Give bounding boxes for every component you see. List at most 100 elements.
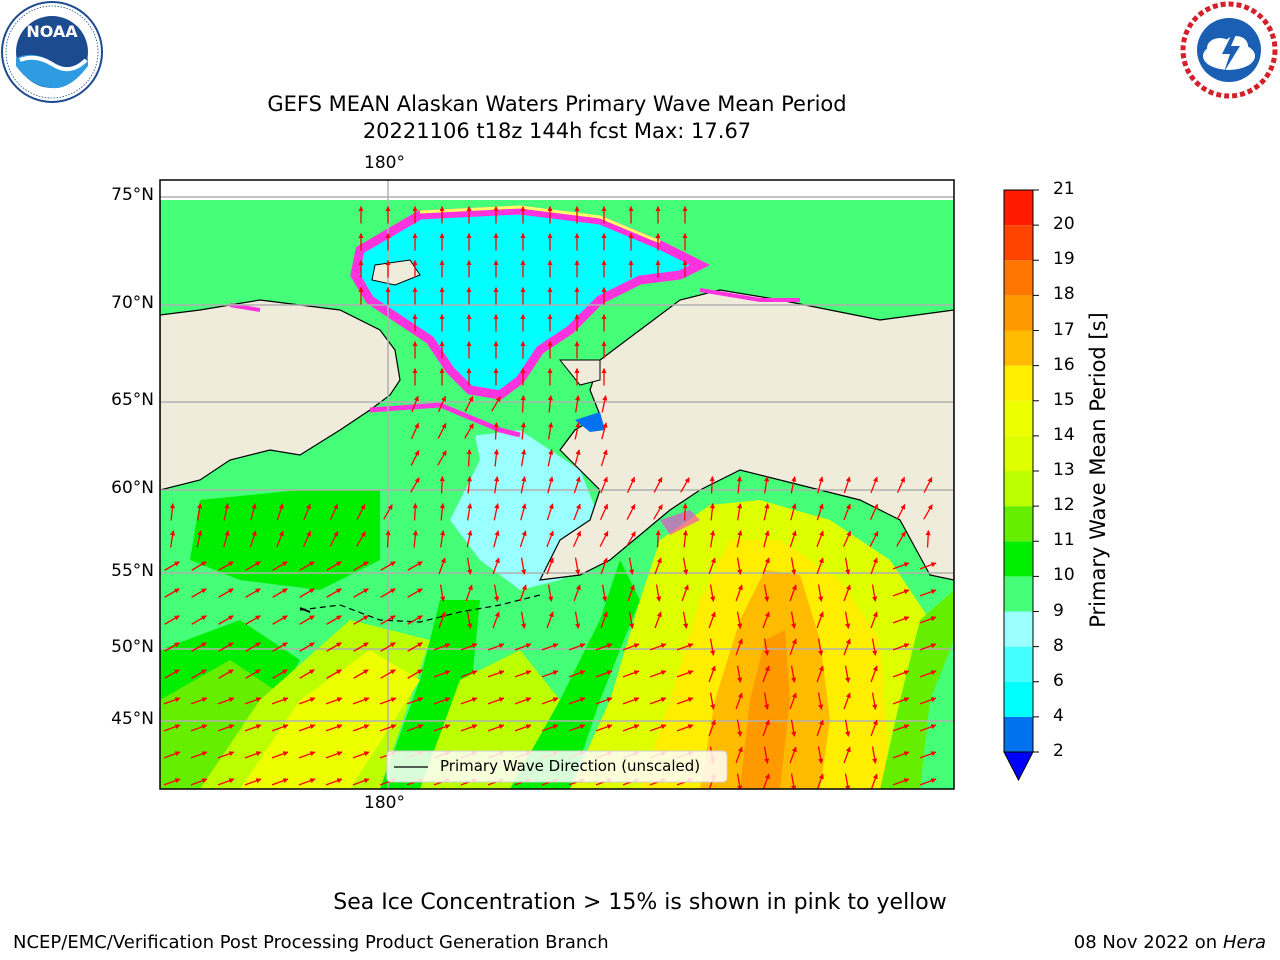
wave-arrow — [735, 692, 743, 710]
colorbar-segment — [1004, 330, 1033, 366]
wave-arrow — [843, 476, 851, 494]
wave-arrow — [410, 422, 420, 440]
wave-arrow — [680, 477, 690, 493]
wave-arrow — [272, 561, 288, 571]
colorbar-segment — [1004, 365, 1033, 401]
colorbar-segment — [1004, 541, 1033, 577]
wave-arrow — [437, 422, 447, 439]
wave-arrow — [869, 503, 879, 521]
wave-arrow — [466, 557, 473, 575]
wave-arrow — [816, 773, 824, 789]
period-band-9s-far-east — [920, 640, 954, 789]
land-alaska-west — [558, 359, 601, 386]
wave-arrow — [329, 530, 339, 547]
wave-direction-arrows — [163, 205, 937, 789]
wave-arrow — [325, 751, 343, 759]
wave-arrow — [763, 530, 770, 548]
wave-arrow — [164, 642, 180, 652]
wave-arrow — [568, 697, 586, 705]
wave-arrow — [595, 724, 613, 732]
wave-arrow — [492, 611, 500, 629]
wave-arrow — [541, 643, 559, 651]
wave-arrow — [843, 692, 851, 710]
wave-arrow — [326, 615, 342, 625]
wave-arrow — [573, 584, 581, 602]
wave-arrow — [844, 665, 851, 683]
wave-arrow — [169, 503, 175, 521]
wave-arrow — [736, 665, 743, 683]
colorbar-under-arrow — [1003, 751, 1034, 782]
wave-arrow — [574, 611, 581, 629]
wave-arrow — [494, 476, 500, 494]
colorbar-segment — [1004, 295, 1033, 331]
wave-arrow — [380, 615, 396, 625]
wave-arrow — [379, 697, 397, 705]
wave-arrow — [487, 724, 505, 732]
wave-arrow — [871, 638, 878, 656]
wave-arrow — [325, 697, 343, 705]
wave-arrow — [326, 561, 342, 571]
wave-arrow — [709, 584, 716, 602]
wave-arrow — [573, 476, 581, 494]
sea-ice-edge — [350, 205, 711, 400]
wave-arrow — [628, 611, 635, 629]
wave-arrow — [410, 449, 420, 466]
wave-arrow — [762, 557, 770, 575]
wave-arrow — [325, 778, 343, 786]
wave-arrow — [433, 697, 451, 705]
wave-arrow — [622, 724, 640, 732]
colorbar-segment — [1004, 190, 1033, 226]
wave-arrow — [326, 588, 342, 598]
wave-arrow — [626, 531, 636, 547]
arrow-legend — [386, 750, 728, 783]
wave-arrow — [708, 611, 716, 629]
wave-arrow — [870, 611, 878, 629]
wave-arrow — [842, 530, 852, 548]
wave-arrow — [191, 615, 207, 625]
wave-arrow — [600, 449, 608, 467]
wave-arrow — [709, 503, 715, 521]
wave-arrow — [763, 584, 770, 602]
wave-arrow — [919, 562, 937, 570]
wave-arrow — [595, 697, 613, 705]
wave-arrow — [763, 638, 770, 656]
wave-arrow — [896, 531, 906, 547]
wave-arrow — [197, 503, 203, 521]
wave-arrow — [326, 669, 342, 679]
wave-arrow — [892, 616, 910, 624]
commander-islands — [299, 607, 311, 613]
wave-arrow — [218, 642, 234, 652]
wave-arrow — [163, 697, 181, 705]
wave-arrow — [487, 697, 505, 705]
wave-arrow — [460, 643, 478, 651]
wave-arrow — [492, 557, 500, 575]
wave-arrow — [487, 643, 505, 651]
colorbar-tick-label: 11 — [1053, 530, 1075, 551]
wave-arrow — [892, 751, 910, 759]
wave-arrow — [353, 669, 369, 679]
wave-arrow — [568, 670, 586, 678]
wave-arrow — [896, 476, 906, 494]
wave-arrow — [163, 778, 181, 786]
colorbar-tick-label: 6 — [1053, 670, 1064, 691]
wave-arrow — [789, 638, 797, 656]
wave-arrow — [568, 643, 586, 651]
wave-arrow — [572, 530, 582, 548]
wave-arrow — [870, 557, 878, 575]
wave-arrow — [163, 751, 181, 759]
wave-arrow — [736, 476, 742, 494]
wave-arrow — [626, 476, 636, 494]
wave-arrow — [298, 697, 316, 705]
wave-arrow — [520, 422, 526, 440]
wave-arrow — [514, 724, 532, 732]
lat-label-45: 45°N — [111, 709, 154, 729]
wave-arrow — [682, 611, 689, 629]
wave-arrow — [493, 449, 499, 467]
wave-arrow — [736, 557, 743, 575]
wave-arrow — [735, 584, 743, 602]
wave-arrow — [380, 642, 396, 652]
wave-arrow — [568, 724, 586, 732]
wave-arrow — [574, 449, 581, 467]
colorbar-tick-label: 2 — [1053, 741, 1064, 761]
wave-arrow — [762, 773, 770, 789]
